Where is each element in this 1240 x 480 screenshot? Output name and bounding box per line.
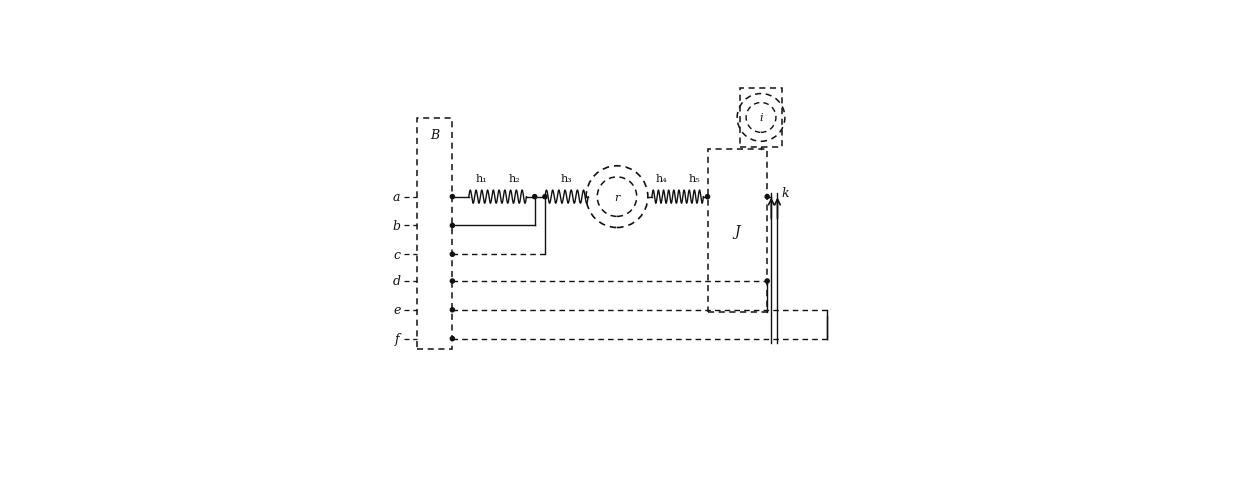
Bar — [708, 150, 768, 312]
Bar — [740, 88, 781, 148]
Text: h₂: h₂ — [508, 174, 520, 184]
Text: h₄: h₄ — [656, 174, 667, 184]
Circle shape — [706, 195, 709, 199]
Text: B: B — [430, 129, 439, 142]
Circle shape — [450, 337, 454, 341]
Circle shape — [765, 195, 769, 199]
Text: r: r — [614, 192, 620, 202]
Circle shape — [450, 195, 454, 199]
Text: h₁: h₁ — [475, 174, 487, 184]
Circle shape — [450, 224, 454, 228]
Circle shape — [450, 252, 454, 257]
Circle shape — [533, 195, 537, 199]
Circle shape — [765, 279, 769, 284]
Text: d: d — [393, 275, 401, 288]
Text: e: e — [393, 304, 401, 317]
Text: i: i — [759, 113, 763, 123]
Text: f: f — [394, 333, 399, 346]
Text: J: J — [734, 224, 740, 238]
Text: k: k — [781, 187, 789, 200]
Bar — [418, 119, 453, 349]
Circle shape — [450, 279, 454, 284]
Text: h₃: h₃ — [560, 174, 573, 184]
Text: c: c — [393, 248, 401, 261]
Text: h₅: h₅ — [688, 174, 699, 184]
Circle shape — [450, 308, 454, 312]
Circle shape — [543, 195, 547, 199]
Text: b: b — [393, 219, 401, 232]
Text: a: a — [393, 191, 401, 204]
